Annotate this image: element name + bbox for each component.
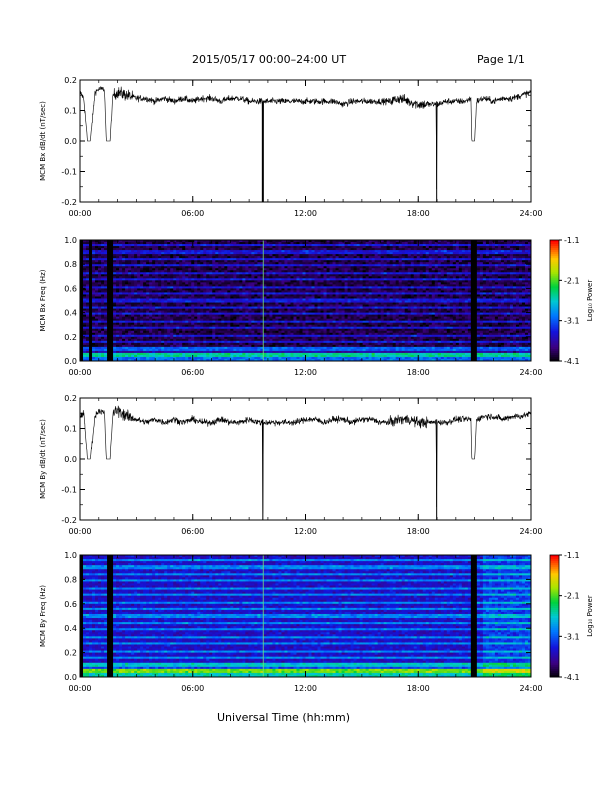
y-axis-label: MCM Bx Freq (Hz) [39,269,47,331]
colorbar-tick-label: -4.1 [564,357,580,366]
colorbar [550,240,559,362]
y-tick-label: 0.2 [64,76,77,85]
spectrogram-image [80,555,531,677]
y-tick-label: 0.1 [64,107,77,116]
x-tick-label: 18:00 [407,368,430,377]
x-tick-label: 00:00 [68,527,91,536]
y-tick-label: 0.6 [64,600,77,609]
x-tick-label: 06:00 [181,368,204,377]
x-tick-label: 06:00 [181,684,204,693]
colorbar-tick-label: -4.1 [564,673,580,682]
x-tick-label: 00:00 [68,368,91,377]
x-tick-label: 00:00 [68,684,91,693]
x-tick-label: 12:00 [294,209,317,218]
y-tick-label: 0.2 [64,649,77,658]
colorbar-tick-label: -2.1 [564,276,580,285]
y-tick-label: 0.1 [64,425,77,434]
colorbar-tick-label: -3.1 [564,317,580,326]
x-tick-label: 24:00 [519,368,542,377]
y-tick-label: -0.2 [61,516,77,525]
plot-frame [80,398,531,520]
x-tick-label: 06:00 [181,527,204,536]
y-tick-label: 0.8 [64,260,77,269]
colorbar-tick-label: -2.1 [564,592,580,601]
y-tick-label: 0.0 [64,357,77,366]
x-tick-label: 24:00 [519,209,542,218]
data-trace [80,406,531,513]
x-tick-label: 12:00 [294,684,317,693]
y-tick-label: -0.1 [61,486,77,495]
y-tick-label: 0.0 [64,673,77,682]
y-axis-label: MCM By dB/dt (nT/sec) [39,419,47,499]
y-tick-label: 0.8 [64,575,77,584]
y-tick-label: 0.0 [64,455,77,464]
spectrogram-image [80,240,531,361]
x-tick-label: 18:00 [407,684,430,693]
colorbar [550,555,559,678]
y-tick-label: 0.2 [64,394,77,403]
colorbar-label: Log₁₀ Power [586,280,594,322]
data-trace [80,87,531,196]
x-tick-label: 24:00 [519,684,542,693]
x-tick-label: 12:00 [294,527,317,536]
y-tick-label: 0.4 [64,309,77,318]
y-tick-label: 0.4 [64,624,77,633]
x-tick-label: 12:00 [294,368,317,377]
y-axis-label: MCM Bx dB/dt (nT/sec) [39,101,47,181]
colorbar-tick-label: -3.1 [564,632,580,641]
y-tick-label: -0.1 [61,168,77,177]
colorbar-label: Log₁₀ Power [586,595,594,637]
x-tick-label: 18:00 [407,209,430,218]
y-tick-label: -0.2 [61,198,77,207]
x-tick-label: 00:00 [68,209,91,218]
colorbar-tick-label: -1.1 [564,236,580,245]
colorbar-tick-label: -1.1 [564,551,580,560]
y-tick-label: 0.2 [64,333,77,342]
x-tick-label: 06:00 [181,209,204,218]
y-tick-label: 0.6 [64,284,77,293]
y-tick-label: 1.0 [64,236,77,245]
y-axis-label: MCM By Freq (Hz) [39,585,47,647]
y-tick-label: 1.0 [64,551,77,560]
x-axis-title: Universal Time (hh:mm) [217,711,350,724]
x-tick-label: 24:00 [519,527,542,536]
x-tick-label: 18:00 [407,527,430,536]
y-tick-label: 0.0 [64,137,77,146]
